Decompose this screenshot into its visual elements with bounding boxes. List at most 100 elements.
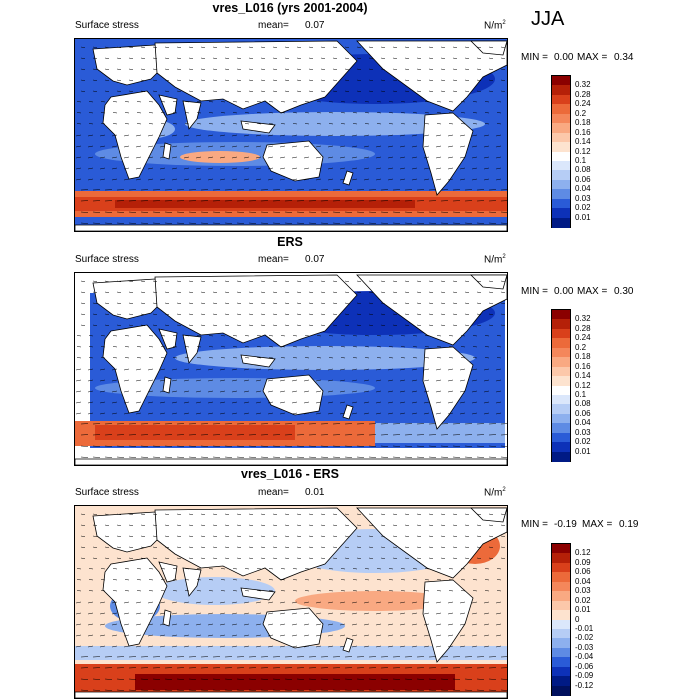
- stress-vector: [440, 46, 446, 49]
- stress-vector: [411, 634, 418, 637]
- stress-vector: [128, 546, 134, 549]
- stress-vector: [392, 445, 401, 447]
- stress-vector: [459, 601, 466, 604]
- stress-vector: [135, 368, 142, 371]
- stress-vector: [356, 524, 362, 527]
- panel-1-max-label: MAX =: [577, 52, 608, 63]
- panel-3-mean-value: 0.01: [305, 487, 325, 498]
- stress-vector: [212, 513, 218, 516]
- stress-vector: [472, 346, 478, 348]
- stress-vector: [472, 579, 478, 581]
- stress-vector: [147, 634, 154, 637]
- stress-vector: [88, 346, 94, 348]
- stress-vector: [344, 557, 350, 560]
- stress-vector: [440, 689, 449, 691]
- greenland-landmass: [470, 40, 507, 56]
- stress-vector: [488, 546, 494, 549]
- panel-3-min-value: -0.19: [554, 519, 577, 530]
- stress-vector: [368, 57, 374, 60]
- stress-vector: [128, 445, 137, 447]
- stress-vector: [476, 291, 482, 294]
- stress-vector: [484, 335, 490, 337]
- stress-vector: [380, 313, 386, 316]
- stress-vector: [327, 368, 334, 371]
- stress-vector: [231, 645, 238, 648]
- stress-vector: [188, 68, 194, 71]
- stress-vector: [256, 590, 262, 592]
- stress-vector: [188, 46, 194, 49]
- stress-vector: [296, 324, 302, 327]
- stress-vector: [111, 612, 118, 615]
- stress-vector: [232, 346, 238, 348]
- stress-vector: [140, 211, 149, 213]
- stress-vector: [440, 513, 446, 516]
- stress-vector: [260, 546, 266, 549]
- stress-vector: [224, 689, 233, 691]
- stress-vector: [471, 401, 478, 404]
- colorbar-tick-label: 0.03: [575, 427, 591, 437]
- colorbar-swatch: [552, 628, 570, 639]
- stress-vector: [135, 645, 142, 648]
- stress-vector: [76, 346, 82, 348]
- stress-vector: [352, 590, 358, 592]
- stress-vector: [460, 335, 466, 337]
- stress-vector: [500, 68, 506, 71]
- stress-vector: [248, 222, 257, 224]
- stress-vector: [339, 178, 346, 181]
- stress-vector: [183, 601, 190, 604]
- stress-vector: [291, 145, 298, 148]
- stress-vector: [471, 134, 478, 137]
- colorbar-swatch: [552, 160, 570, 171]
- stress-vector: [104, 46, 110, 49]
- colorbar-swatch: [552, 319, 570, 330]
- stress-vector: [356, 535, 362, 538]
- stress-vector: [483, 134, 490, 137]
- stress-vector: [440, 557, 446, 560]
- stress-vector: [339, 401, 346, 404]
- stress-vector: [388, 346, 394, 348]
- stress-vector: [184, 123, 190, 125]
- africa-landmass: [102, 90, 168, 180]
- stress-vector: [436, 579, 442, 581]
- stress-vector: [184, 335, 190, 337]
- stress-vector: [423, 178, 430, 181]
- stress-vector: [279, 612, 286, 615]
- stress-vector: [428, 513, 434, 516]
- stress-vector: [483, 612, 490, 615]
- stress-vector: [140, 57, 146, 60]
- stress-vector: [459, 612, 466, 615]
- stress-vector: [399, 145, 406, 148]
- stress-vector: [495, 178, 502, 181]
- stress-vector: [500, 557, 506, 560]
- stress-vector: [368, 557, 374, 560]
- stress-vector: [308, 68, 314, 71]
- stress-vector: [435, 401, 442, 404]
- stress-vector: [183, 167, 190, 170]
- stress-vector: [436, 346, 442, 348]
- stress-vector: [232, 101, 238, 103]
- stress-vector: [375, 167, 382, 170]
- stress-vector: [184, 579, 190, 581]
- stress-vector: [375, 145, 382, 148]
- stress-vector: [356, 222, 365, 224]
- stress-vector: [200, 513, 206, 516]
- stress-vector: [412, 579, 418, 581]
- stress-vector: [464, 445, 473, 447]
- stress-vector: [248, 546, 254, 549]
- stress-vector: [111, 178, 118, 181]
- stress-vector: [248, 90, 254, 93]
- stress-vector: [195, 412, 202, 415]
- stress-vector: [80, 456, 89, 458]
- stress-vector: [195, 623, 202, 626]
- stress-vector: [428, 90, 434, 93]
- stress-vector: [152, 535, 158, 538]
- stress-vector: [140, 79, 146, 82]
- stress-vector: [352, 112, 358, 114]
- stress-vector: [152, 302, 158, 305]
- stress-vector: [440, 535, 446, 538]
- colorbar-tick-label: -0.09: [575, 671, 594, 681]
- stress-vector: [363, 601, 370, 604]
- stress-vector: [376, 123, 382, 125]
- panel-1-colorbar: 0.32 0.28 0.24 0.2 0.18 0.16 0.14 0.12 0.1 0.08 0.…: [551, 75, 591, 228]
- stress-vector: [400, 357, 406, 359]
